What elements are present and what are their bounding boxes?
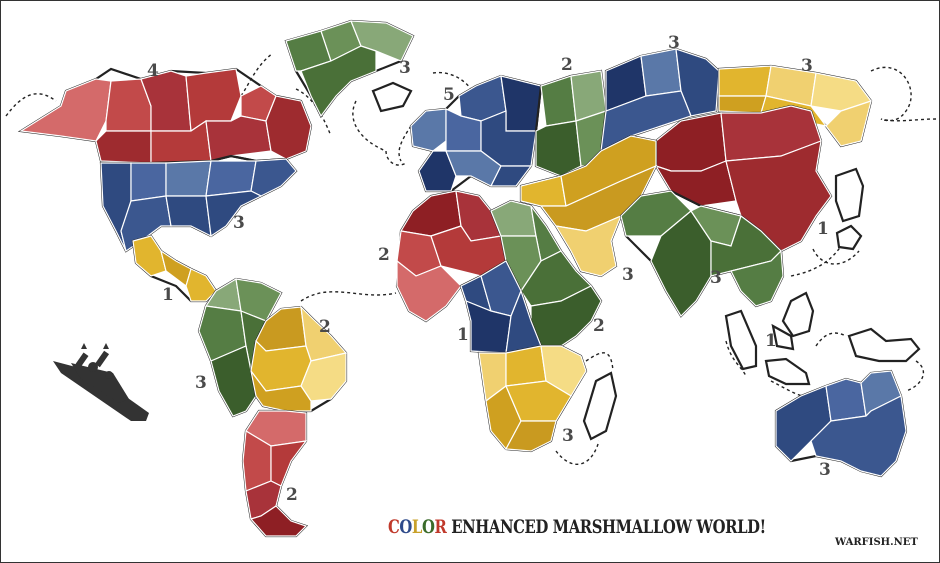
bonus-australia: 3 [819, 460, 831, 480]
bonus-japan: 1 [817, 219, 829, 239]
title-letter: L [411, 516, 422, 538]
territory-britain[interactable] [410, 108, 447, 152]
continent-north-america [17, 67, 313, 165]
continent-asia [654, 104, 833, 253]
bonus-north-russia: 2 [561, 55, 573, 75]
territory-taimyr[interactable] [640, 48, 682, 97]
territory-plains[interactable] [165, 160, 212, 197]
continent-greenland [284, 19, 415, 119]
bonus-siberia: 3 [668, 33, 680, 53]
title-letter: R [434, 516, 447, 538]
map-title: COLOR ENHANCED MARSHMALLOW WORLD! [388, 516, 766, 538]
territory-west-africa[interactable] [396, 259, 462, 322]
continent-andes [197, 277, 283, 418]
territory-caucasus[interactable] [535, 120, 582, 177]
territory-panama[interactable] [185, 268, 217, 302]
territory-texas[interactable] [165, 195, 212, 238]
bonus-north-africa: 2 [378, 245, 390, 265]
territory-iceland[interactable] [371, 81, 413, 113]
territory-kolyma[interactable] [718, 65, 772, 97]
territory-peru[interactable] [210, 345, 257, 417]
title-colored-word: COLOR [388, 516, 451, 538]
credit-label: WARFISH.NET [835, 537, 918, 548]
territory-sao-paulo[interactable] [250, 370, 312, 412]
continent-europe [409, 74, 543, 193]
territory-uruguay[interactable] [270, 440, 308, 487]
bonus-middle-east: 3 [622, 265, 634, 285]
territory-rockies[interactable] [130, 162, 167, 202]
continent-siberia [599, 47, 721, 153]
continent-north-russia [534, 69, 608, 178]
bonus-andes: 3 [195, 373, 207, 393]
territory-new-south-wales[interactable] [810, 395, 907, 477]
territory-sumatra[interactable] [724, 309, 758, 371]
continent-australia [774, 327, 921, 478]
bonus-central-usa: 3 [233, 213, 245, 233]
continent-indonesia [724, 291, 815, 386]
title-letter: O [399, 516, 412, 538]
title-letter: O [421, 516, 435, 538]
continent-middle-east [519, 134, 658, 278]
territory-venezuela[interactable] [235, 278, 282, 322]
territory-java[interactable] [764, 357, 811, 386]
bonus-india: 3 [710, 268, 722, 288]
title-rest: ENHANCED MARSHMALLOW WORLD! [451, 516, 766, 538]
territory-northern-territory[interactable] [825, 378, 867, 422]
territory-south-africa[interactable] [505, 420, 557, 452]
bonus-argentina: 2 [286, 485, 298, 505]
territory-zaire[interactable] [505, 289, 542, 354]
territory-tierra-del-fuego[interactable] [249, 505, 308, 537]
territory-alberta[interactable] [95, 130, 152, 164]
territory-sulawesi[interactable] [771, 323, 795, 351]
territory-madagascar[interactable] [582, 371, 618, 441]
territory-quebec[interactable] [205, 115, 272, 162]
territory-arabia[interactable] [554, 214, 623, 277]
bonus-central-africa: 1 [457, 325, 469, 345]
territory-balkans[interactable] [490, 165, 533, 187]
territory-zambia[interactable] [505, 345, 547, 387]
title-letter: C [388, 516, 400, 538]
territory-amur[interactable] [718, 95, 767, 114]
territory-vietnam[interactable] [730, 249, 784, 307]
battleship-icon [53, 343, 149, 421]
continent-japan [834, 167, 865, 251]
territory-mexico[interactable] [132, 235, 167, 277]
territory-turkey[interactable] [520, 175, 567, 207]
continent-central-america [131, 234, 218, 303]
bonus-greenland: 3 [399, 58, 411, 78]
territory-labrador[interactable] [265, 95, 312, 160]
territory-japan-south[interactable] [835, 224, 863, 251]
territory-greenland-south[interactable] [300, 45, 377, 118]
bonus-europe: 5 [443, 85, 455, 105]
sea-links [5, 52, 937, 465]
territory-new-guinea[interactable] [847, 327, 921, 363]
continent-south-africa [477, 344, 618, 453]
bonus-south-africa: 3 [562, 426, 574, 446]
territory-ukraine-north[interactable] [500, 75, 542, 132]
bonus-indonesia: 1 [765, 331, 777, 351]
bonus-north-america: 4 [147, 61, 159, 81]
territory-sakhalin[interactable] [825, 100, 872, 147]
continent-india [619, 189, 785, 318]
continent-usa [99, 154, 298, 253]
continent-argentina [241, 409, 309, 538]
bonus-central-america: 1 [162, 285, 174, 305]
bonus-far-east: 3 [801, 56, 813, 76]
territory-alaska[interactable] [19, 78, 112, 142]
continent-central-africa [459, 259, 543, 355]
bonus-brazil: 2 [319, 317, 331, 337]
territory-japan-north[interactable] [834, 167, 865, 223]
territory-mozambique[interactable] [505, 380, 572, 422]
territory-borneo[interactable] [781, 291, 815, 338]
territory-southeast[interactable] [205, 190, 263, 238]
bonus-east-africa: 2 [593, 316, 605, 336]
continent-brazil [249, 305, 348, 413]
